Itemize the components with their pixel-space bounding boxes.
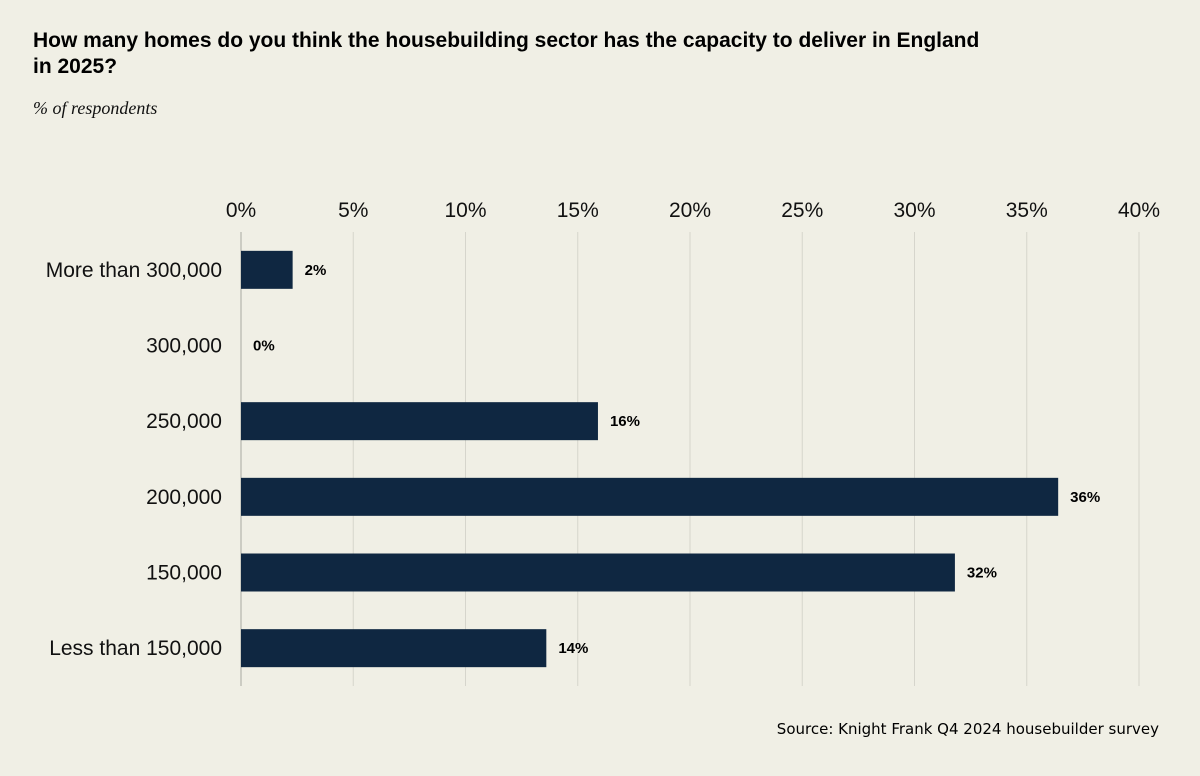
x-tick-label: 20%	[669, 199, 711, 222]
chart-subtitle: % of respondents	[33, 98, 158, 118]
category-label: 200,000	[146, 486, 222, 509]
data-label: 32%	[967, 565, 997, 582]
data-label: 0%	[253, 338, 275, 355]
data-label: 16%	[610, 413, 640, 430]
category-label: Less than 150,000	[49, 637, 222, 660]
bars	[241, 250, 1059, 668]
category-label: 150,000	[146, 562, 222, 585]
bar	[241, 250, 293, 289]
x-tick-label: 10%	[444, 199, 486, 222]
bar	[241, 477, 1059, 516]
bar	[241, 553, 955, 592]
gridlines	[240, 232, 1140, 686]
source-note: Source: Knight Frank Q4 2024 housebuilde…	[776, 720, 1159, 738]
x-tick-label: 30%	[893, 199, 935, 222]
x-tick-label: 15%	[557, 199, 599, 222]
data-label: 36%	[1070, 489, 1100, 506]
category-label: 300,000	[146, 335, 222, 358]
bar	[241, 402, 598, 441]
category-label: More than 300,000	[46, 259, 222, 282]
chart-title: How many homes do you think the housebui…	[33, 29, 980, 78]
data-label: 14%	[558, 640, 588, 657]
x-tick-label: 40%	[1118, 199, 1160, 222]
bar	[241, 629, 547, 668]
data-label: 2%	[305, 262, 327, 279]
labels: More than 300,000 2% 300,000 0% 250,000 16% 20…	[46, 259, 1101, 660]
x-tick-label: 25%	[781, 199, 823, 222]
x-tick-label: 35%	[1006, 199, 1048, 222]
x-tick-label: 0%	[226, 199, 256, 222]
category-label: 250,000	[146, 410, 222, 433]
x-tick-label: 5%	[338, 199, 368, 222]
x-axis-ticks: 0% 5% 10% 15% 20% 25% 30% 35% 40%	[226, 199, 1160, 222]
